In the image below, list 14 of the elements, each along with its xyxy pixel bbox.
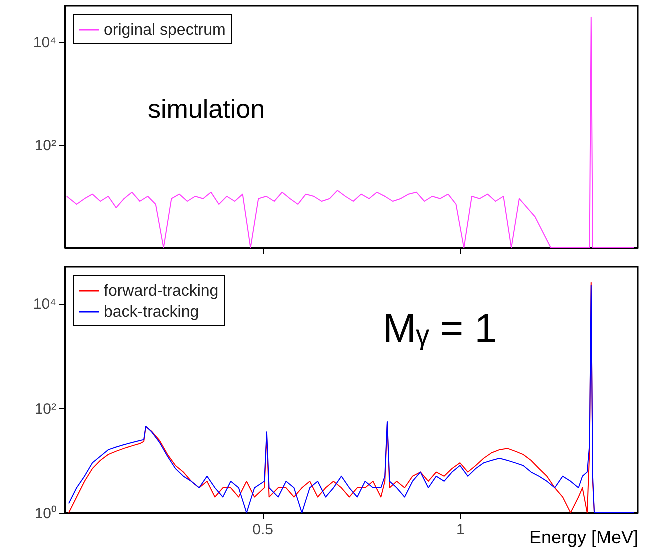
y-tick-label: 10² [34, 400, 56, 418]
x-axis-title: Energy [MeV] [529, 528, 638, 548]
legend-label: forward-tracking [104, 283, 219, 300]
annotation: Mᵧ = 1 [383, 307, 498, 351]
y-tick-label: 10⁰ [34, 506, 56, 522]
legend-label: back-tracking [104, 304, 200, 321]
line-series [66, 16, 635, 248]
legend-label: original spectrum [104, 22, 226, 39]
x-tick-label: 1 [456, 522, 465, 538]
y-tick-label: 10² [34, 138, 56, 154]
y-tick-label: 10⁴ [33, 34, 56, 52]
annotation: simulation [148, 94, 266, 124]
x-tick-label: 0.5 [252, 522, 274, 538]
y-tick-label: 10⁴ [33, 296, 56, 314]
